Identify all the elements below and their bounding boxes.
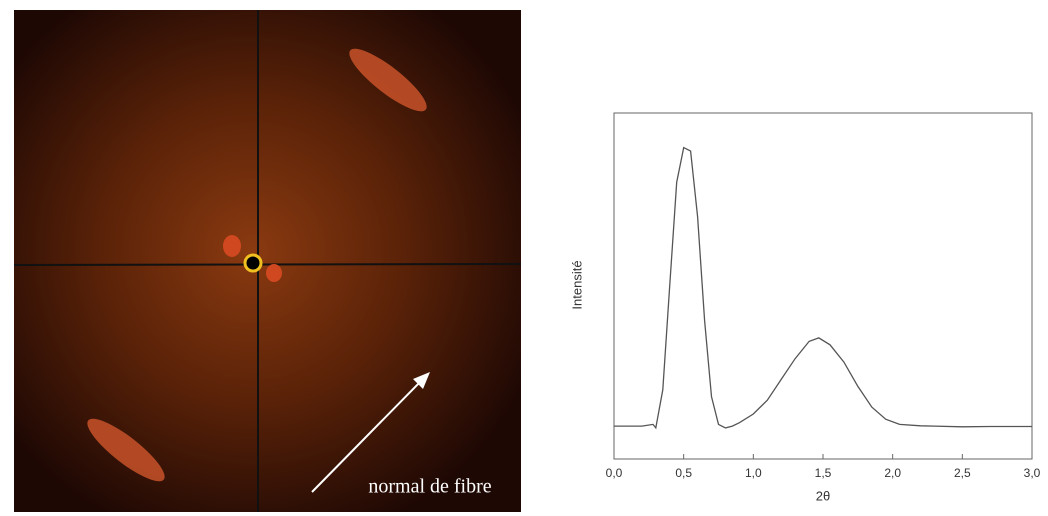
plot-frame xyxy=(613,112,1033,460)
arrow-head xyxy=(413,372,430,389)
y-axis-label: Intensité xyxy=(569,260,584,309)
reflection-spot xyxy=(87,418,165,482)
x-tick-label: 0,0 xyxy=(606,466,623,480)
arrow-shaft xyxy=(311,379,423,493)
x-tick-label: 1,5 xyxy=(815,466,832,480)
x-tick-label: 2,0 xyxy=(884,466,901,480)
annotation: normal de fibre xyxy=(368,476,491,498)
beam-stop xyxy=(243,253,263,273)
crosshair xyxy=(13,263,522,266)
data-line xyxy=(614,146,1032,430)
x-tick-label: 0,5 xyxy=(675,466,692,480)
reflection-spot xyxy=(223,235,241,257)
x-tick-label: 2,5 xyxy=(954,466,971,480)
diffraction-image: normal de fibre xyxy=(13,10,522,512)
image-background xyxy=(14,10,521,512)
reflection-spot xyxy=(266,264,282,282)
x-axis-label: 2θ xyxy=(816,488,830,503)
x-tick-label: 3,0 xyxy=(1024,466,1041,480)
reflection-spot xyxy=(349,48,427,112)
x-tick-label: 1,0 xyxy=(745,466,762,480)
